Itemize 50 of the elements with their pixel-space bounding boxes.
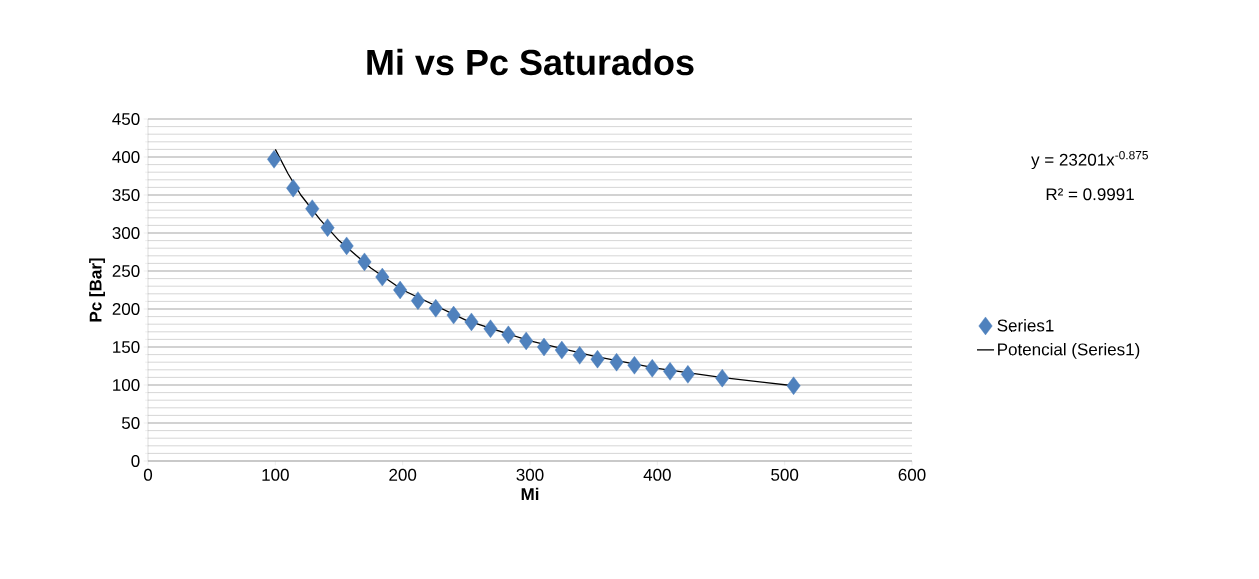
point: [267, 150, 282, 169]
point: [320, 218, 335, 237]
point: [680, 365, 695, 384]
text: R² = 0.9991: [1046, 188, 1134, 201]
point: [339, 236, 354, 256]
point: [786, 376, 801, 395]
point: [446, 305, 461, 325]
point: [393, 280, 408, 300]
point: [428, 299, 443, 318]
point: [572, 346, 587, 365]
x-tick-label: 500: [771, 468, 799, 481]
y-tick-label: 400: [112, 150, 140, 164]
y-tick-label: 350: [112, 188, 140, 202]
y-tick-label: 200: [112, 302, 140, 316]
legend-label: Potencial (Series1): [998, 342, 1140, 359]
y-tick-label: 450: [112, 112, 140, 126]
y-axis-title: Pc [Bar]: [89, 258, 105, 322]
y-tick-label: 0: [131, 454, 140, 468]
point: [357, 252, 372, 272]
x-tick-label: 600: [898, 468, 926, 481]
point: [519, 331, 534, 351]
point: [645, 359, 660, 378]
point: [411, 291, 425, 310]
point: [464, 312, 479, 332]
point: [590, 349, 605, 369]
y-tick-label: 300: [112, 226, 140, 240]
legend-label: Series1: [997, 319, 1054, 332]
y-tick-label: 50: [121, 416, 140, 430]
point: [627, 356, 642, 375]
point: [286, 178, 301, 198]
x-tick-label: 200: [389, 468, 417, 481]
text: y = 23201x$^{-0.875}$: [1031, 150, 1148, 170]
x-axis-title: Mi: [521, 487, 539, 501]
point: [305, 199, 320, 218]
x-tick-label: 0: [143, 468, 153, 481]
point: [609, 353, 624, 372]
y-tick-label: 250: [112, 264, 140, 278]
point: [501, 325, 516, 345]
point: [483, 319, 498, 338]
x-tick-label: 300: [516, 468, 544, 481]
x-tick-label: 100: [262, 468, 289, 481]
point: [663, 362, 678, 381]
point: [715, 368, 730, 388]
y-tick-label: 150: [113, 340, 140, 354]
y-tick-label: 100: [113, 378, 140, 392]
point: [537, 337, 551, 357]
point: [375, 267, 390, 287]
x-tick-label: 400: [643, 468, 671, 481]
chart-title: Mi vs Pc Saturados: [367, 48, 694, 76]
point: [554, 340, 569, 360]
